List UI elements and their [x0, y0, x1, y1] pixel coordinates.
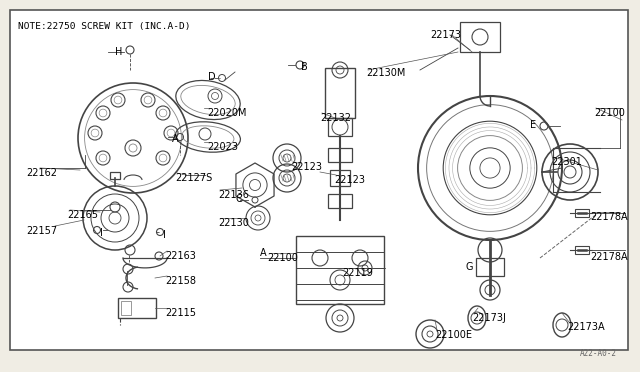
Text: A: A: [260, 248, 267, 258]
Text: NOTE:22750 SCREW KIT (INC.A-D): NOTE:22750 SCREW KIT (INC.A-D): [18, 22, 191, 31]
Bar: [296, 236, 384, 304]
Bar: [476, 258, 504, 276]
Bar: [328, 194, 352, 208]
Text: 22178A: 22178A: [590, 252, 628, 262]
Text: 22130: 22130: [218, 218, 249, 228]
Text: 22023: 22023: [207, 142, 238, 152]
Bar: [460, 22, 500, 52]
Text: A22-A0-2: A22-A0-2: [580, 349, 617, 358]
Text: 22020M: 22020M: [207, 108, 246, 118]
Bar: [575, 246, 589, 254]
Text: 22162: 22162: [26, 168, 57, 178]
Text: A: A: [172, 134, 179, 144]
Text: 22157: 22157: [26, 226, 57, 236]
Bar: [575, 209, 589, 217]
Text: 22127S: 22127S: [175, 173, 212, 183]
Bar: [121, 301, 131, 315]
Text: 22132: 22132: [320, 113, 351, 123]
Text: I: I: [100, 228, 103, 238]
Text: 22136: 22136: [218, 190, 249, 200]
Text: 22100E: 22100E: [435, 330, 472, 340]
Text: 22173J: 22173J: [472, 313, 506, 323]
Text: G: G: [466, 262, 474, 272]
Text: C: C: [236, 194, 243, 204]
Text: I: I: [163, 230, 166, 240]
Text: 22100: 22100: [594, 108, 625, 118]
Bar: [328, 148, 352, 162]
Text: 22130M: 22130M: [366, 68, 405, 78]
Bar: [330, 170, 350, 186]
Text: 22115: 22115: [165, 308, 196, 318]
Text: 22100: 22100: [267, 253, 298, 263]
Text: D: D: [208, 72, 216, 82]
Text: 22178A: 22178A: [590, 212, 628, 222]
Bar: [328, 118, 352, 136]
Text: 22173A: 22173A: [567, 322, 605, 332]
Text: 22163: 22163: [165, 251, 196, 261]
Text: E: E: [530, 120, 536, 130]
Text: 22123: 22123: [334, 175, 365, 185]
Text: H: H: [115, 47, 122, 57]
FancyBboxPatch shape: [10, 10, 628, 350]
Bar: [110, 172, 120, 179]
Bar: [325, 68, 355, 118]
Bar: [118, 298, 156, 318]
Text: B: B: [301, 62, 308, 72]
Text: 22123: 22123: [291, 162, 322, 172]
Text: 22165: 22165: [67, 210, 98, 220]
Text: 22301: 22301: [551, 157, 582, 167]
Text: 22119: 22119: [342, 268, 373, 278]
Text: 22158: 22158: [165, 276, 196, 286]
Text: 22173: 22173: [430, 30, 461, 40]
